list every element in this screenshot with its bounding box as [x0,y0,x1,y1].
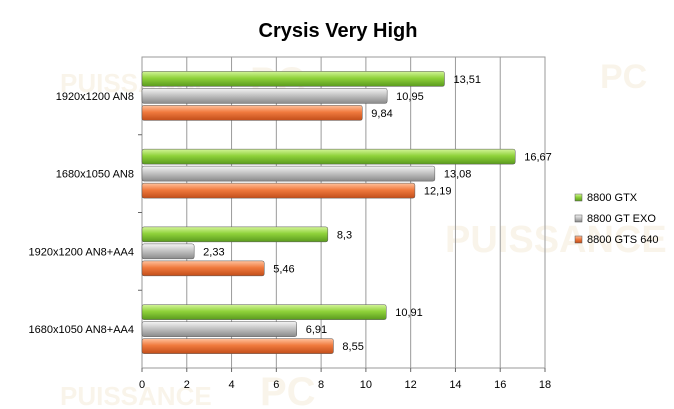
bar [141,182,416,199]
chart-title: Crysis Very High [259,20,418,42]
x-tick-label: 10 [360,379,372,391]
x-tick-label: 6 [273,379,279,391]
data-label: 10,91 [395,307,423,319]
svg-text:PC: PC [260,370,316,409]
bar [141,148,516,165]
data-label: 5,46 [273,263,294,275]
data-label: 2,33 [203,246,224,258]
data-label: 12,19 [424,186,452,198]
category-label: 1920x1200 AN8+AA4 [28,246,134,258]
data-label: 8,55 [342,341,363,353]
legend-swatch [574,214,583,223]
data-label: 16,67 [524,152,552,164]
data-label: 10,95 [396,91,424,103]
x-tick-label: 0 [139,379,145,391]
legend-swatch [574,235,583,244]
x-tick-label: 8 [318,379,324,391]
legend: 8800 GTX 8800 GT EXO 8800 GTS 640 [574,192,659,246]
legend-label: 8800 GT EXO [587,213,656,225]
bar [141,165,436,182]
category-label: 1680x1050 AN8+AA4 [28,324,134,336]
svg-text:PUISSANCE: PUISSANCE [60,381,212,409]
data-label: 13,51 [453,74,481,86]
bar [141,260,265,277]
plot-frame [141,56,546,369]
x-tick-label: 14 [449,379,461,391]
legend-swatch [574,193,583,202]
bar [141,88,388,104]
bar [141,243,195,260]
category-label: 1680x1050 AN8 [56,169,134,181]
x-tick-label: 16 [494,379,506,391]
svg-text:PUISSANCE: PUISSANCE [445,219,667,261]
bar [141,105,363,121]
data-label: 9,84 [371,108,392,120]
x-tick-label: 2 [184,379,190,391]
legend-label: 8800 GTX [587,192,638,204]
legend-label: 8800 GTS 640 [587,234,659,246]
bar [141,321,297,337]
plot-area: 0 2 4 6 8 10 12 14 16 18 1920x1200 AN8 13,51 10,95 9,… [28,56,552,391]
bar [141,338,334,354]
data-label: 13,08 [444,169,472,181]
data-label: 6,91 [306,324,327,336]
category-label: 1920x1200 AN8 [56,91,134,103]
bar [141,226,329,243]
x-tick-label: 4 [228,379,234,391]
x-tick-label: 12 [405,379,417,391]
data-label: 8,3 [337,229,352,241]
svg-text:PC: PC [600,58,647,96]
bar [141,71,445,87]
watermark: PUISSANCE PC PUISSANCE PC PUISSANCE PC [60,58,667,409]
x-tick-label: 18 [539,379,551,391]
bar [141,304,387,320]
